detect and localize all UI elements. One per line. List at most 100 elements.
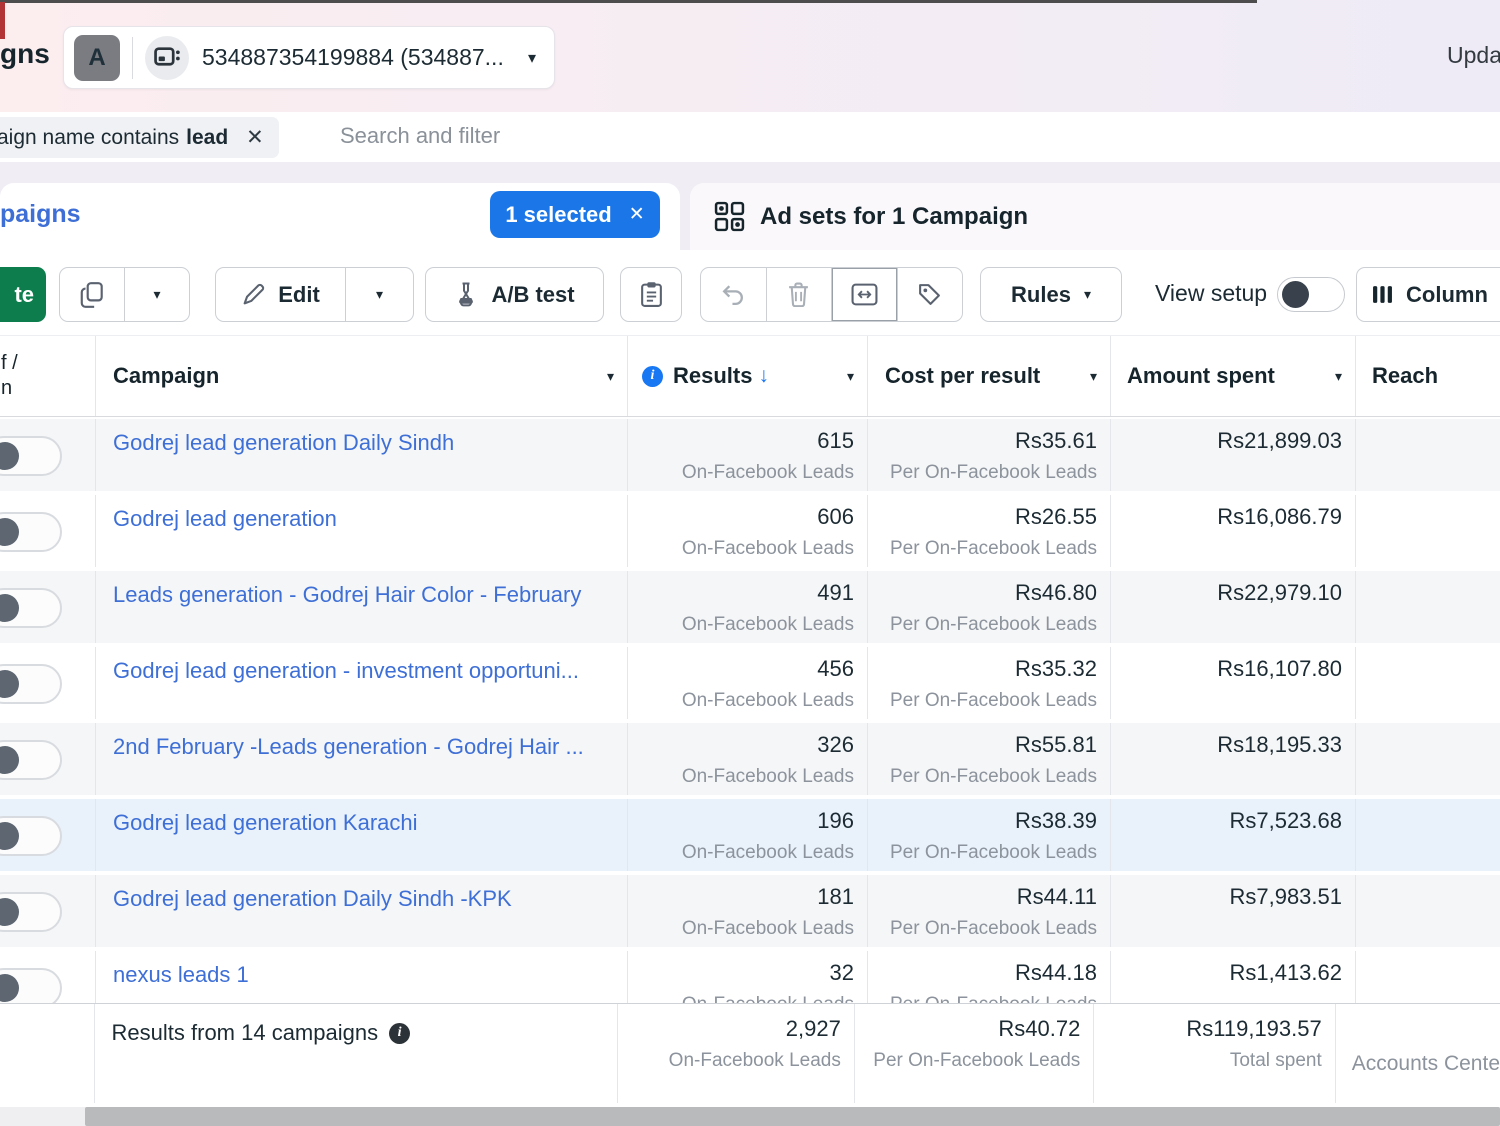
footer-cost-sub: Per On-Facebook Leads	[873, 1050, 1081, 1071]
toggle-knob	[0, 822, 19, 850]
column-header-campaign[interactable]: Campaign ▾	[95, 336, 627, 416]
reach-cell	[1355, 647, 1500, 719]
tab-campaigns[interactable]: paigns 1 selected ✕	[0, 183, 680, 250]
toggle-knob	[0, 518, 19, 546]
edit-label: Edit	[278, 281, 320, 307]
filter-chip[interactable]: aign name contains lead ✕	[0, 117, 279, 158]
results-value: 181	[817, 884, 854, 909]
sort-descending-icon: ↓	[758, 364, 769, 387]
undo-icon	[722, 285, 743, 306]
results-value: 326	[817, 732, 854, 757]
campaign-link[interactable]: Godrej lead generation - investment oppo…	[113, 658, 579, 683]
results-value: 196	[817, 808, 854, 833]
campaign-toggle[interactable]	[0, 588, 62, 628]
table-row: nexus leads 1 32 On-Facebook Leads Rs44.1…	[0, 949, 1500, 1003]
chevron-down-icon[interactable]: ▾	[846, 367, 854, 384]
selected-count-badge[interactable]: 1 selected ✕	[490, 191, 660, 238]
flask-icon	[459, 282, 474, 307]
column-header-cost-per-result[interactable]: Cost per result ▾	[867, 336, 1110, 416]
copy-button[interactable]	[620, 267, 682, 322]
tag-button[interactable]	[896, 268, 963, 321]
table-row: Godrej lead generation Karachi 196 On-Fac…	[0, 797, 1500, 873]
row-toggle-cell	[0, 799, 95, 871]
toolbar: te ▾ Edit ▾	[0, 250, 1500, 335]
tab-campaigns-label: paigns	[0, 200, 81, 228]
campaign-toggle[interactable]	[0, 664, 62, 704]
undo-button[interactable]	[701, 268, 766, 321]
campaign-toggle[interactable]	[0, 892, 62, 932]
campaign-toggle[interactable]	[0, 436, 62, 476]
results-value: 491	[817, 580, 854, 605]
cost-value: Rs26.55	[1015, 504, 1097, 529]
cost-sub: Per On-Facebook Leads	[889, 690, 1097, 711]
campaign-link[interactable]: Godrej lead generation Daily Sindh	[113, 430, 455, 455]
chevron-down-icon[interactable]: ▾	[606, 367, 614, 384]
campaign-link[interactable]: Godrej lead generation Karachi	[113, 810, 418, 835]
chevron-down-icon: ▾	[375, 286, 384, 302]
column-header-results[interactable]: i Results ↓ ▾	[627, 336, 867, 416]
campaign-link[interactable]: Leads generation - Godrej Hair Color - F…	[113, 582, 582, 607]
ad-account-selector[interactable]: A 534887354199884 (534887... ▾	[63, 26, 555, 89]
selected-count-label: 1 selected	[505, 201, 612, 227]
table-header: f / n Campaign ▾ i Results ↓ ▾ Cost per …	[0, 335, 1500, 417]
campaign-toggle[interactable]	[0, 740, 62, 780]
chevron-down-icon[interactable]: ▾	[1089, 367, 1097, 384]
duplicate-button[interactable]	[60, 268, 124, 321]
edit-split-button: Edit ▾	[215, 267, 414, 322]
view-setup-toggle[interactable]	[1277, 277, 1345, 312]
campaign-link[interactable]: Godrej lead generation Daily Sindh -KPK	[113, 886, 512, 911]
chevron-down-icon[interactable]: ▾	[1334, 367, 1342, 384]
edit-button[interactable]: Edit	[216, 268, 345, 321]
duplicate-menu-button[interactable]: ▾	[124, 268, 189, 321]
scrollbar-thumb[interactable]	[85, 1107, 1500, 1126]
campaign-link[interactable]: Godrej lead generation	[113, 506, 337, 531]
table-row: Godrej lead generation - investment oppo…	[0, 645, 1500, 721]
cost-sub: Per On-Facebook Leads	[868, 994, 1097, 1003]
remove-filter-icon[interactable]: ✕	[246, 126, 264, 149]
clear-selection-icon[interactable]: ✕	[628, 204, 645, 225]
chevron-down-icon: ▾	[1083, 286, 1091, 302]
ab-test-button[interactable]: A/B test	[425, 267, 604, 322]
column-header-amount-spent[interactable]: Amount spent ▾	[1110, 336, 1355, 416]
table-footer: Results from 14 campaigns i 2,927 On-Face…	[0, 1003, 1500, 1103]
reach-cell	[1355, 875, 1500, 947]
toggle-knob	[0, 898, 19, 926]
delete-button[interactable]	[765, 268, 832, 321]
footer-results: 2,927	[785, 1016, 841, 1041]
results-sub: On-Facebook Leads	[681, 842, 854, 863]
table-row: 2nd February -Leads generation - Godrej …	[0, 721, 1500, 797]
info-icon[interactable]: i	[642, 365, 663, 387]
cost-value: Rs46.80	[1015, 580, 1097, 605]
campaign-toggle[interactable]	[0, 816, 62, 856]
toggle-knob	[0, 974, 19, 1002]
columns-button[interactable]: Column	[1356, 267, 1500, 322]
rules-button[interactable]: Rules ▾	[980, 267, 1122, 322]
screen-arrows-icon	[851, 283, 878, 306]
ad-account-icon	[145, 35, 189, 80]
amount-value: Rs21,899.03	[1217, 428, 1342, 453]
horizontal-scrollbar	[0, 1107, 1500, 1126]
campaign-toggle[interactable]	[0, 512, 62, 552]
campaign-link[interactable]: 2nd February -Leads generation - Godrej …	[113, 734, 584, 759]
campaign-link[interactable]: nexus leads 1	[113, 962, 249, 987]
create-button[interactable]: te	[0, 267, 46, 322]
columns-icon	[1373, 286, 1392, 303]
ad-account-id: 534887354199884 (534887...	[202, 44, 504, 70]
reach-cell	[1355, 723, 1500, 795]
results-value: 615	[817, 428, 854, 453]
results-sub: On-Facebook Leads	[681, 766, 854, 787]
tab-adsets[interactable]: Ad sets for 1 Campaign	[690, 183, 1500, 250]
row-toggle-cell	[0, 419, 95, 491]
table-row: Leads generation - Godrej Hair Color - F…	[0, 569, 1500, 645]
edit-menu-button[interactable]: ▾	[345, 268, 413, 321]
column-header-reach[interactable]: Reach	[1355, 336, 1500, 416]
info-icon[interactable]: i	[389, 1022, 411, 1044]
footer-reach-sub: Accounts Cente	[1351, 1052, 1500, 1075]
search-and-filter-input[interactable]: Search and filter	[340, 123, 501, 148]
export-button[interactable]	[831, 268, 897, 321]
results-sub: On-Facebook Leads	[681, 462, 854, 483]
campaign-toggle[interactable]	[0, 968, 62, 1003]
page-title-fragment: gns	[0, 38, 50, 69]
table-row: Godrej lead generation Daily Sindh 615 On…	[0, 417, 1500, 493]
table-row: Godrej lead generation Daily Sindh -KPK …	[0, 873, 1500, 949]
